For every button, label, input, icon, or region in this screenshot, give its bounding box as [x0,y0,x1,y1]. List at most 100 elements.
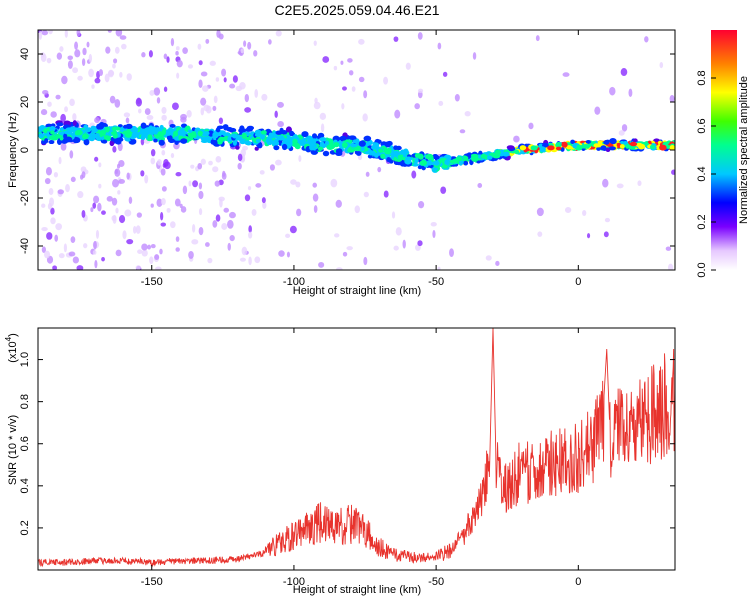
spectrogram-speckle-273 [192,180,199,188]
snr-y-tick-label-4: 1.0 [19,352,31,367]
spectrogram-ridge-1586 [38,133,45,139]
spectrogram-x-ticks: -150 -100 -50 0 [141,30,581,288]
spectrogram-ridge-1694 [669,145,675,151]
spectrogram-speckle-155 [72,113,77,121]
spectrogram-speckle-193 [393,36,399,42]
spectrogram-speckle-329 [363,90,368,99]
spectrogram-speckle-200 [669,94,675,103]
spectrogram-speckle-165 [117,190,121,195]
spectrogram-speckle-334 [57,189,65,195]
spectrogram-speckle-182 [45,166,52,176]
spectrogram-y-tick-label-0: -40 [19,238,31,254]
spectrogram-ridge-1404 [432,154,439,160]
spectrogram-speckle-328 [313,40,317,46]
spectrogram-speckle-199 [358,76,365,83]
spectrogram-speckle-170 [182,185,188,195]
spectrogram-ridge-1593 [619,144,625,149]
spectrogram-speckle-221 [254,256,261,264]
spectrogram-speckle-149 [175,236,180,242]
spectrogram-speckle-390 [278,250,285,257]
spectrogram-speckle-201 [113,58,118,64]
spectrogram-speckle-12 [296,208,302,217]
spectrogram-ridge-1818 [360,146,365,152]
spectrogram-speckle-387 [41,203,46,208]
spectrogram-ridge-1782 [210,139,215,145]
spectrogram-ridge-1563 [339,135,347,141]
spectrogram-speckle-246 [161,114,167,121]
spectrogram-ridge-1218 [294,144,301,150]
spectrogram-speckle-338 [114,169,118,175]
spectrogram-speckle-36 [313,101,321,110]
spectrogram-speckle-40 [346,246,353,251]
spectrogram-ridge-1786 [583,144,591,148]
spectrogram-y-tick-label-3: 20 [19,96,31,108]
spectrogram-speckle-382 [229,83,236,89]
spectrogram-speckle-87 [212,105,217,111]
spectrogram-speckle-5 [69,150,74,159]
spectrogram-speckle-237 [70,236,76,244]
spectrogram-speckle-184 [186,110,192,118]
spectrogram-speckle-32 [659,62,664,69]
spectrogram-speckle-285 [128,196,133,204]
spectrogram-speckle-401 [200,71,208,77]
spectrogram-speckle-207 [59,46,64,52]
spectrogram-speckle-396 [41,227,48,232]
spectrogram-ridge-1746 [486,155,493,160]
spectrogram-ridge-607 [254,146,259,151]
spectrogram-ridge-1812 [433,160,440,166]
spectrogram-speckle-395 [240,48,245,54]
spectrogram-speckle-157 [166,56,170,63]
spectrogram-speckle-319 [495,260,500,266]
spectrogram-speckle-92 [83,243,88,249]
spectrogram-ridge-1722 [84,127,92,133]
spectrogram-speckle-341 [118,215,126,224]
spectrogram-speckle-240 [203,104,210,112]
spectrogram-speckle-409 [277,121,284,128]
spectrogram-ridge-1771 [212,131,219,139]
spectrogram-speckle-27 [437,266,441,270]
spectrogram-ridge-1765 [414,157,419,164]
spectrogram-speckle-57 [383,76,389,85]
spectrogram-speckle-412 [395,227,402,236]
spectrogram-speckle-290 [179,203,183,209]
spectrogram-x-tick-label-0: -150 [141,276,163,288]
spectrogram-speckle-362 [163,86,168,92]
snr-x-ticks: -150 -100 -50 0 [141,328,581,588]
spectrogram-speckle-126 [286,251,290,258]
spectrogram-ridge-1491 [241,132,247,139]
spectrogram-speckle-307 [72,256,80,264]
spectrogram-speckle-62 [115,30,123,37]
spectrogram-speckle-269 [240,148,246,157]
spectrogram-ridge-1733 [561,141,568,148]
spectrogram-speckle-197 [253,50,258,57]
spectrogram-speckle-164 [295,181,301,188]
spectrogram-speckle-141 [363,256,368,266]
spectrogram-ridge-1706 [111,126,118,132]
spectrogram-speckle-116 [155,266,162,270]
snr-y-tick-label-0: 0.2 [19,520,31,535]
spectrogram-speckle-280 [60,142,67,151]
spectrogram-y-tick-label-4: 40 [19,48,31,60]
spectrogram-speckle-153 [61,75,68,85]
spectrogram-ridge-1702 [275,130,283,135]
spectrogram-speckle-423 [119,71,123,78]
spectrogram-panel: -150 -100 -50 0 -40 -20 0 20 40 Height of strai… [7,29,676,297]
colorbar-tick-label-4: 0.8 [696,70,708,85]
spectrogram-speckle-191 [330,178,338,188]
colorbar-tick-label-1: 0.2 [696,214,708,229]
spectrogram-speckle-326 [535,35,540,42]
spectrogram-speckle-104 [418,200,425,209]
spectrogram-speckle-424 [118,159,125,167]
spectrogram-speckle-293 [38,31,43,40]
spectrogram-speckle-415 [363,191,369,198]
spectrogram-speckle-53 [191,239,199,245]
spectrogram-speckle-228 [215,214,221,222]
spectrogram-ridge-1719 [49,125,56,132]
spectrogram-speckle-404 [205,38,210,44]
snr-y-multiplier: (x104) [4,333,19,363]
spectrogram-speckle-38 [153,87,161,96]
spectrogram-ridge-1764 [99,129,106,136]
colorbar: 0.0 0.2 0.4 0.6 0.8 Normalized spectral ampl… [696,30,750,278]
spectrogram-ridge-1503 [239,125,245,132]
spectrogram-speckle-354 [170,221,176,229]
